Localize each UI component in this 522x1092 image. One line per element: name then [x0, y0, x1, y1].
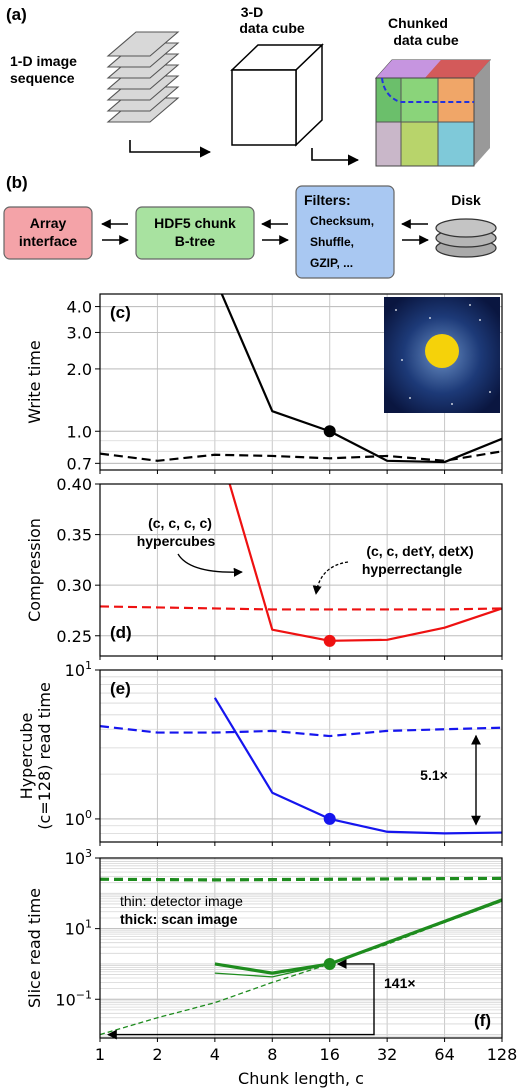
x-tick-label: 4 [210, 1045, 220, 1064]
cube-label-1: 3-D [241, 4, 264, 20]
chunked-label-2: data cube [393, 32, 459, 48]
compression-annotations: (c, c, c, c) hypercubes (c, c, detY, detX)… [137, 515, 474, 595]
y-axis-label: Write time [25, 340, 44, 423]
panel-letter: (f) [474, 1011, 491, 1030]
panel-letter: (d) [110, 623, 132, 642]
series-line-dashed [100, 725, 502, 738]
panel-a: (a) 1-D image sequence 3-D data cube [6, 4, 492, 167]
x-tick-label: 1 [95, 1045, 105, 1064]
y-axis-label: Hypercube [17, 713, 36, 800]
y-tick-label: 1.0 [67, 422, 92, 441]
y-tick-label: 0.25 [56, 627, 92, 646]
hypercubes-label: (c, c, c, c) [148, 515, 212, 531]
y-tick-label: 101 [65, 659, 92, 680]
axes-frame [99, 483, 503, 657]
x-tick-label: 8 [267, 1045, 277, 1064]
y-axis-label: Compression [25, 518, 44, 622]
plot-area [100, 858, 502, 1038]
y-axis-label: (c=128) read time [35, 682, 54, 830]
panel-letter: (c) [110, 303, 131, 322]
disk-label: Disk [451, 192, 481, 208]
x-axis-label: Chunk length, c [238, 1069, 364, 1088]
sequence-label-1: 1-D image [10, 53, 77, 69]
y-tick-label: 4.0 [67, 298, 92, 317]
y-tick-label: 2.0 [67, 360, 92, 379]
series-line-thick-dashed [100, 876, 502, 882]
ratio-arrow [107, 959, 375, 1040]
plot-area [100, 670, 502, 842]
array-interface-label-2: interface [19, 233, 78, 249]
highlight-marker [323, 425, 336, 438]
hypercubes-arrow [177, 553, 243, 577]
series-line-solid [228, 484, 502, 642]
y-axis-label: Slice read time [25, 888, 44, 1008]
y-tick-label: 0.35 [56, 526, 92, 545]
chunked-label-1: Chunked [388, 15, 448, 31]
x-tick-label: 32 [377, 1045, 397, 1064]
chart-e: 100 101 Hypercube (c=128) read time (e) 5.1× [17, 659, 503, 846]
chart-c: 0.7 1.0 2.0 3.0 4.0 Write time (c) [25, 293, 503, 474]
axes-frame [99, 293, 503, 471]
filters-item-2: Shuffle, [310, 235, 354, 249]
panel-letter: (e) [110, 679, 131, 698]
cube-label-2: data cube [239, 20, 305, 36]
panel-b-letter: (b) [6, 173, 28, 192]
filters-item-3: GZIP, ... [310, 256, 353, 270]
y-tick-label: 10−1 [55, 988, 92, 1009]
data-cube [230, 43, 360, 166]
hyperrectangle-label: hyperrectangle [362, 561, 463, 577]
btree-label-1: HDF5 chunk [154, 215, 236, 231]
filters-title: Filters: [304, 192, 351, 208]
chart-panels: 0.7 1.0 2.0 3.0 4.0 Write time (c) 0.25 0.30 0.35… [17, 293, 517, 1088]
chunked-cube [374, 59, 492, 167]
chart-f: 10−1 101 103 Slice read time (f) 1 2 4 8 16 32 64 12… [25, 847, 517, 1088]
y-tick-label: 3.0 [67, 323, 92, 342]
y-tick-label: 101 [65, 918, 92, 939]
x-tick-label: 64 [434, 1045, 454, 1064]
btree-box [135, 206, 255, 260]
legend-thick: thick: scan image [120, 911, 238, 927]
array-interface-label-1: Array [30, 215, 67, 231]
filters-box [295, 185, 395, 279]
series-line-dashed [100, 605, 502, 611]
hyperrectangle-label: (c, c, detY, detX) [366, 543, 473, 559]
x-tick-label: 16 [320, 1045, 340, 1064]
array-interface-box [3, 206, 93, 260]
plot-area [100, 484, 502, 656]
y-tick-label: 0.40 [56, 475, 92, 494]
series-line-dashed [100, 450, 502, 462]
highlight-marker [323, 634, 336, 647]
image-frame [106, 31, 180, 57]
x-tick-label: 2 [152, 1045, 162, 1064]
image-sequence-stack [106, 31, 212, 158]
y-tick-label: 0.7 [67, 454, 92, 473]
legend-thin: thin: detector image [120, 893, 243, 909]
disk-icon [435, 218, 497, 258]
panel-a-letter: (a) [6, 5, 27, 24]
x-tick-label: 128 [487, 1045, 518, 1064]
axes-frame [99, 669, 503, 843]
y-tick-label: 103 [65, 847, 92, 868]
btree-label-2: B-tree [175, 233, 216, 249]
y-tick-label: 0.30 [56, 576, 92, 595]
y-tick-label: 100 [65, 808, 92, 829]
highlight-marker [323, 812, 336, 825]
series-line-solid [213, 697, 502, 835]
ratio-label: 141× [384, 975, 416, 991]
detector-image-inset [384, 297, 500, 413]
hypercubes-label: hypercubes [137, 533, 216, 549]
highlight-marker [323, 957, 336, 970]
sequence-label-2: sequence [10, 70, 75, 86]
ratio-label: 5.1× [420, 767, 448, 783]
chart-d: 0.25 0.30 0.35 0.40 Compression (d) (c, c, c, … [25, 475, 503, 660]
filters-item-1: Checksum, [310, 214, 374, 228]
panel-b: (b) Array interface HDF5 chunk B-tree Fi… [3, 173, 497, 279]
